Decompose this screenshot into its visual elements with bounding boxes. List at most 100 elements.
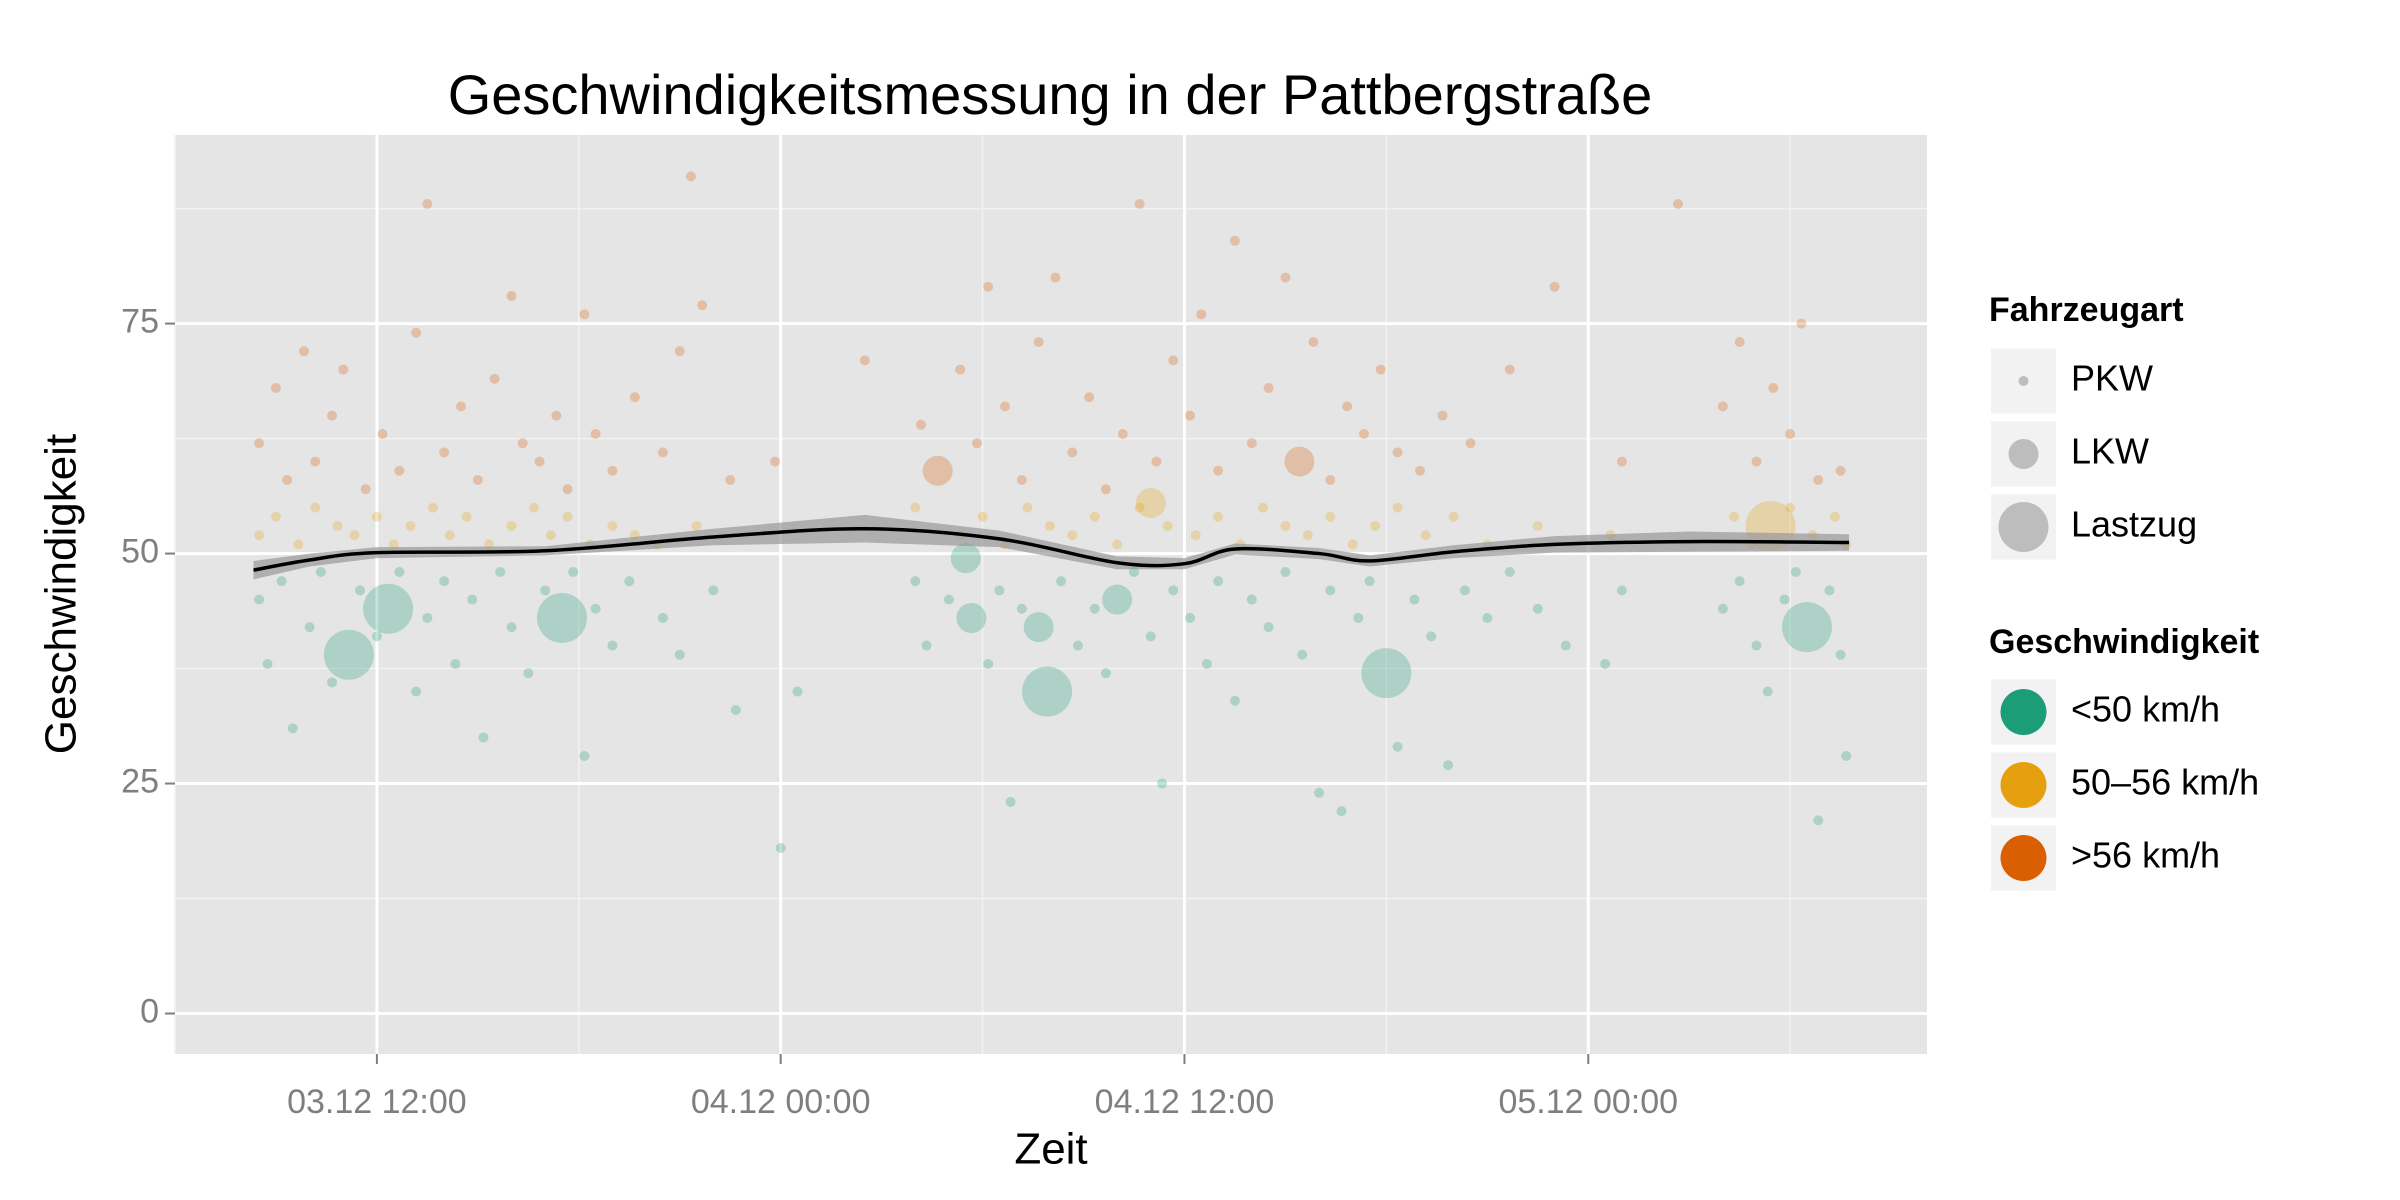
data-point: [1280, 272, 1291, 283]
data-point: [1314, 787, 1325, 798]
grid: [174, 135, 1927, 1054]
data-point: [323, 629, 374, 680]
data-point: [983, 658, 994, 669]
data-point: [1196, 309, 1207, 320]
data-point: [1044, 520, 1055, 531]
data-point: [1072, 640, 1083, 651]
data-point: [921, 640, 932, 651]
data-point: [1830, 511, 1841, 522]
data-point: [489, 373, 500, 384]
data-point: [1785, 502, 1796, 513]
data-point: [994, 585, 1005, 596]
legend-label: Lastzug: [2071, 504, 2197, 545]
data-point: [607, 520, 618, 531]
x-tick-label: 04.12 00:00: [691, 1083, 871, 1121]
data-point: [327, 677, 338, 688]
data-point: [450, 658, 461, 669]
data-point: [568, 566, 579, 577]
data-point: [394, 566, 405, 577]
data-point: [1067, 447, 1078, 458]
data-point: [427, 502, 438, 513]
data-point: [1364, 576, 1375, 587]
data-point: [1785, 428, 1796, 439]
data-point: [1201, 658, 1212, 669]
chart-title: Geschwindigkeitsmessung in der Pattbergs…: [448, 63, 1653, 126]
data-point: [607, 640, 618, 651]
data-point: [1129, 566, 1140, 577]
data-point: [1370, 520, 1381, 531]
data-point: [439, 576, 450, 587]
data-point: [1089, 603, 1100, 614]
data-point: [624, 576, 635, 587]
data-point: [685, 171, 696, 182]
marks: [253, 171, 1852, 853]
data-point: [1616, 585, 1627, 596]
y-axis-title: Geschwindigkeit: [37, 434, 86, 754]
data-point: [363, 583, 414, 634]
y-tick-label: 0: [140, 993, 159, 1031]
data-point: [1358, 428, 1369, 439]
data-point: [1751, 456, 1762, 467]
data-point: [1532, 520, 1543, 531]
data-point: [534, 456, 545, 467]
data-point: [1392, 741, 1403, 752]
data-point: [1504, 364, 1515, 375]
x-tick-label: 04.12 12:00: [1095, 1083, 1275, 1121]
data-point: [1813, 474, 1824, 485]
data-point: [1437, 410, 1448, 421]
data-point: [1023, 612, 1054, 643]
data-point: [1308, 336, 1319, 347]
data-point: [1168, 585, 1179, 596]
data-point: [1482, 612, 1493, 623]
data-point: [955, 364, 966, 375]
data-point: [1185, 410, 1196, 421]
data-point: [1549, 281, 1560, 292]
legend-label: LKW: [2071, 431, 2149, 472]
data-point: [770, 456, 781, 467]
data-point: [1532, 603, 1543, 614]
data-point: [1729, 511, 1740, 522]
legend-label: 50–56 km/h: [2071, 762, 2259, 803]
data-point: [467, 594, 478, 605]
data-point: [1325, 585, 1336, 596]
data-point: [1392, 447, 1403, 458]
data-point: [377, 428, 388, 439]
data-point: [304, 622, 315, 633]
data-point: [1762, 686, 1773, 697]
data-point: [1022, 502, 1033, 513]
x-axis-title: Zeit: [1014, 1125, 1087, 1174]
data-point: [691, 520, 702, 531]
data-point: [1420, 530, 1431, 541]
smooth-line: [253, 526, 1850, 572]
data-point: [1284, 446, 1315, 477]
data-point: [1443, 760, 1454, 771]
data-point: [1336, 806, 1347, 817]
data-point: [1824, 585, 1835, 596]
data-point: [1347, 539, 1358, 550]
legend-label: PKW: [2071, 358, 2153, 399]
y-tick-label: 25: [121, 763, 159, 801]
data-point: [1448, 511, 1459, 522]
data-point: [730, 704, 741, 715]
data-point: [405, 520, 416, 531]
data-point: [1263, 382, 1274, 393]
data-point: [1157, 778, 1168, 789]
data-point: [1005, 796, 1016, 807]
data-point: [1734, 576, 1745, 587]
axes: 0 25 50 75 03.12 12:00 04.12 00:00 04.12 12:00…: [121, 303, 1678, 1121]
data-point: [956, 602, 987, 633]
data-point: [1672, 198, 1683, 209]
data-point: [910, 576, 921, 587]
data-point: [1246, 438, 1257, 449]
data-point: [1263, 622, 1274, 633]
data-point: [276, 576, 287, 587]
data-point: [545, 530, 556, 541]
data-point: [270, 511, 281, 522]
data-point: [943, 594, 954, 605]
data-point: [1117, 428, 1128, 439]
data-point: [349, 530, 360, 541]
data-point: [355, 585, 366, 596]
data-point: [1325, 511, 1336, 522]
